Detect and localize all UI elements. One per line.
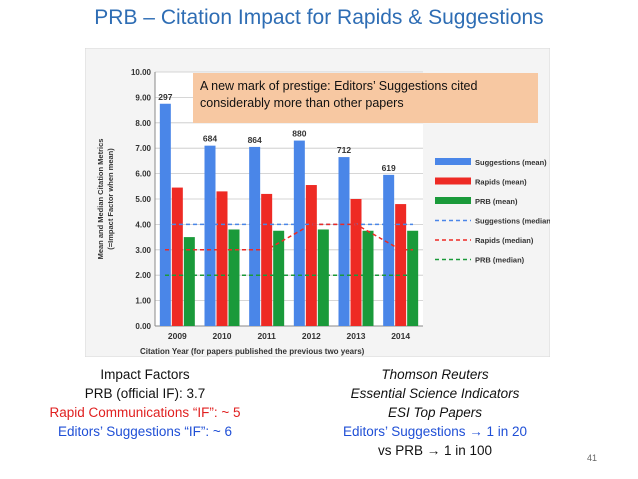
legend-swatch [435, 158, 471, 165]
bar-rapids-mean [305, 185, 317, 326]
y-tick-label: 6.00 [135, 170, 151, 179]
legend-swatch [435, 177, 471, 185]
legend-label: PRB (mean) [475, 197, 518, 206]
bar-suggestions-mean [159, 103, 171, 326]
y-tick-label: 5.00 [135, 195, 151, 204]
thomson-reuters-line: Thomson Reuters [381, 367, 489, 382]
bar-suggestions-mean [204, 145, 216, 326]
bar-rapids-mean [395, 204, 407, 326]
legend-label: PRB (median) [475, 256, 525, 265]
bar-count-label: 619 [382, 163, 396, 173]
bar-count-label: 297 [158, 92, 172, 102]
x-tick-label: 2009 [168, 331, 187, 341]
bar-rapids-mean [171, 187, 183, 326]
bar-rapids-mean [350, 199, 362, 326]
bar-prb-mean [273, 230, 285, 326]
bar-suggestions-mean [249, 146, 261, 326]
impact-factors-block: Impact Factors PRB (official IF): 3.7 Ra… [20, 365, 270, 441]
x-tick-label: 2014 [391, 331, 410, 341]
legend-label: Rapids (median) [475, 236, 534, 245]
bar-rapids-mean [216, 191, 228, 326]
prb-if-line: PRB (official IF): 3.7 [84, 386, 206, 401]
bar-count-label: 684 [203, 134, 217, 144]
bar-prb-mean [228, 229, 240, 326]
y-tick-label: 9.00 [135, 93, 151, 102]
y-tick-label: 4.00 [135, 220, 151, 229]
x-tick-label: 2012 [302, 331, 321, 341]
suggestions-if-line: Editors’ Suggestions “IF”: ~ 6 [58, 424, 232, 439]
rapid-if-line: Rapid Communications “IF”: ~ 5 [49, 405, 241, 420]
x-tick-label: 2010 [213, 331, 232, 341]
esi-block: Thomson Reuters Essential Science Indica… [300, 365, 570, 460]
y-tick-label: 8.00 [135, 119, 151, 128]
bar-suggestions-mean [293, 140, 305, 326]
legend-label: Suggestions (mean) [475, 158, 547, 167]
suggestions-ratio-line: Editors’ Suggestions → 1 in 20 [342, 424, 528, 439]
y-tick-label: 1.00 [135, 297, 151, 306]
y-tick-label: 0.00 [135, 322, 151, 331]
median-line-rapids-median [165, 223, 413, 251]
x-tick-label: 2011 [257, 331, 276, 341]
y-tick-label: 7.00 [135, 144, 151, 153]
legend-swatch [435, 197, 471, 204]
y-tick-label: 10.00 [131, 68, 152, 77]
impact-factors-heading: Impact Factors [100, 367, 190, 382]
bar-prb-mean [317, 229, 329, 326]
bar-prb-mean [362, 230, 374, 326]
esi-top-papers-line: ESI Top Papers [387, 405, 483, 420]
esi-line: Essential Science Indicators [350, 386, 520, 401]
bar-count-label: 864 [248, 135, 262, 145]
prb-ratio-line: vs PRB → 1 in 100 [377, 443, 493, 458]
slide-number: 41 [587, 453, 598, 463]
x-tick-label: 2013 [347, 331, 366, 341]
slide-title: PRB – Citation Impact for Rapids & Sugge… [94, 6, 544, 29]
x-axis-title: Citation Year (for papers published the … [140, 347, 365, 356]
bar-count-label: 712 [337, 145, 351, 155]
legend-label: Suggestions (median) [475, 217, 550, 226]
bar-rapids-mean [261, 193, 273, 326]
bar-count-label: 880 [292, 129, 306, 139]
y-axis-title: Mean and Median Citation Metrics [96, 139, 105, 260]
bar-suggestions-mean [383, 174, 395, 326]
bar-prb-mean [183, 237, 195, 326]
callout-box: A new mark of prestige: Editors’ Suggest… [193, 73, 538, 123]
bar-prb-mean [407, 230, 419, 326]
y-tick-label: 3.00 [135, 246, 151, 255]
y-tick-label: 2.00 [135, 271, 151, 280]
legend-label: Rapids (mean) [475, 178, 527, 187]
bar-suggestions-mean [338, 157, 350, 326]
y-axis-title: (=Impact Factor when mean) [106, 148, 115, 250]
